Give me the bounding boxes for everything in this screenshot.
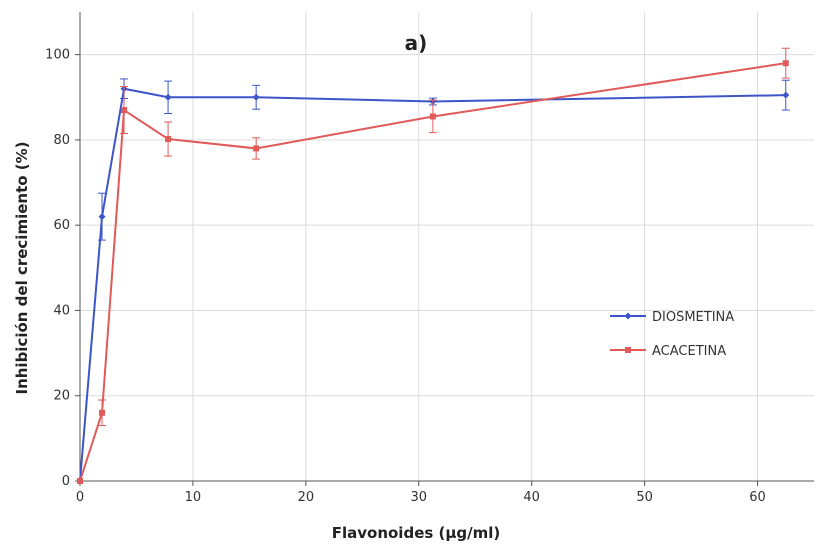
acacetina-point xyxy=(253,145,260,152)
y-tick-label: 80 xyxy=(53,133,70,148)
diosmetina-point xyxy=(252,93,260,101)
diosmetina-line xyxy=(79,87,786,482)
legend-item-acacetina: ACACETINA xyxy=(610,344,726,359)
diosmetina-point xyxy=(98,213,106,221)
acacetina-point xyxy=(99,409,106,416)
x-tick-label: 30 xyxy=(410,490,427,505)
acacetina-point xyxy=(165,136,172,143)
y-tick-label: 100 xyxy=(45,48,70,63)
legend-item-diosmetina: DIOSMETINA xyxy=(610,310,734,325)
acacetina-point xyxy=(429,113,436,120)
grid-lines xyxy=(80,12,814,481)
legend: DIOSMETINA ACACETINA xyxy=(610,310,734,359)
y-tick-labels: 0 20 40 60 80 100 xyxy=(45,48,70,489)
y-axis-title: Inhibición del crecimiento (%) xyxy=(13,141,31,394)
x-tick-label: 0 xyxy=(76,490,84,505)
axes xyxy=(75,12,814,486)
legend-marker-acacetina xyxy=(625,347,631,353)
x-tick-label: 60 xyxy=(749,490,766,505)
x-axis-title: Flavonoides (µg/ml) xyxy=(332,524,501,542)
legend-label-acacetina: ACACETINA xyxy=(652,344,726,359)
panel-label: a) xyxy=(405,31,428,55)
acacetina-point xyxy=(121,107,128,114)
x-tick-labels: 0 10 20 30 40 50 60 xyxy=(76,490,766,505)
x-tick-label: 40 xyxy=(523,490,540,505)
x-tick-label: 20 xyxy=(298,490,315,505)
x-tick-label: 10 xyxy=(185,490,202,505)
x-tick-label: 50 xyxy=(636,490,653,505)
series-layer xyxy=(76,47,790,485)
legend-marker-diosmetina xyxy=(624,312,632,320)
acacetina-point xyxy=(782,60,789,67)
series-acacetina xyxy=(77,47,790,484)
acacetina-point xyxy=(77,478,83,484)
y-tick-label: 40 xyxy=(53,303,70,318)
legend-label-diosmetina: DIOSMETINA xyxy=(652,310,734,325)
diosmetina-point xyxy=(164,93,172,101)
y-tick-label: 0 xyxy=(62,474,70,489)
diosmetina-point xyxy=(782,91,790,99)
y-tick-label: 20 xyxy=(53,389,70,404)
y-tick-label: 60 xyxy=(53,218,70,233)
